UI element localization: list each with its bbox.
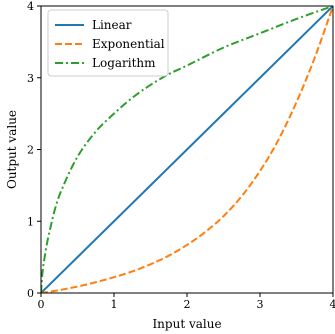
legend-item: Logarithm bbox=[55, 56, 156, 70]
plot-area: 0 1 2 3 4 0 1 2 3 4 bbox=[27, 0, 335, 311]
y-axis: 0 1 2 3 4 bbox=[27, 0, 41, 300]
legend-item: Exponential bbox=[55, 37, 165, 51]
x-tick-label: 1 bbox=[111, 298, 118, 311]
x-tick-label: 2 bbox=[184, 298, 191, 311]
x-tick-label: 0 bbox=[38, 298, 45, 311]
series-line-linear bbox=[41, 6, 333, 293]
y-tick-label: 2 bbox=[27, 144, 34, 157]
legend-box bbox=[47, 9, 169, 77]
x-tick-label: 4 bbox=[330, 298, 335, 311]
y-tick-label: 1 bbox=[27, 215, 34, 228]
x-axis-title: Input value bbox=[152, 317, 221, 331]
legend-label: Exponential bbox=[92, 37, 165, 51]
y-tick-label: 4 bbox=[27, 0, 34, 13]
series-layer bbox=[41, 6, 333, 293]
legend-item: Linear bbox=[55, 18, 132, 32]
legend-label: Linear bbox=[92, 18, 132, 32]
series-line-logarithm bbox=[41, 6, 333, 293]
x-tick-label: 3 bbox=[257, 298, 264, 311]
y-tick-label: 3 bbox=[27, 72, 34, 85]
y-tick-label: 0 bbox=[27, 287, 34, 300]
legend: Linear Exponential Logarithm bbox=[47, 9, 169, 77]
x-axis: 0 1 2 3 4 bbox=[38, 293, 335, 311]
series-line-exponential bbox=[41, 6, 333, 293]
y-axis-title: Output value bbox=[5, 110, 19, 189]
legend-label: Logarithm bbox=[92, 56, 156, 70]
